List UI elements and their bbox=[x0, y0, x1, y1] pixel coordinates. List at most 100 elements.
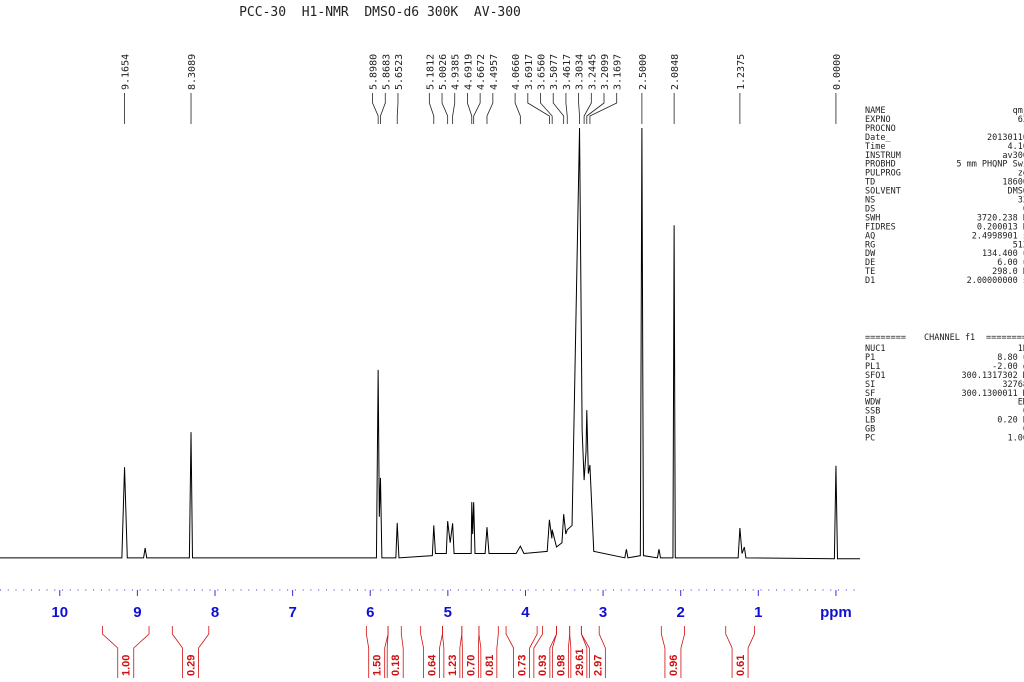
param-value: 0 bbox=[1023, 425, 1024, 435]
x-tick-label: 3 bbox=[599, 604, 607, 621]
integral-label: 0.29 bbox=[186, 655, 198, 676]
param-name: RG bbox=[865, 240, 875, 250]
peak-label: 3.5077 bbox=[549, 54, 560, 90]
param-value: 1 bbox=[1023, 124, 1024, 134]
param-name: D1 bbox=[865, 276, 875, 286]
param-name: NAME bbox=[865, 106, 885, 116]
peak-leader bbox=[441, 93, 449, 124]
x-tick-label: 5 bbox=[444, 604, 452, 621]
peak-leader bbox=[473, 93, 481, 124]
peak-leader bbox=[583, 93, 592, 124]
peak-label: 3.1697 bbox=[613, 54, 624, 90]
param-name: NS bbox=[865, 196, 875, 206]
peak-label: 4.6919 bbox=[463, 54, 474, 90]
integral-label: 0.93 bbox=[537, 655, 549, 676]
param-name: GB bbox=[865, 425, 875, 435]
peak-leader bbox=[467, 93, 473, 124]
param-value: 8.80 u bbox=[997, 353, 1024, 363]
integral-label: 0.96 bbox=[668, 655, 680, 676]
param-name: PROBHD bbox=[865, 160, 896, 170]
integral-label: 0.64 bbox=[427, 654, 439, 676]
integral-bracket bbox=[386, 626, 404, 678]
param-name: WDW bbox=[865, 398, 881, 408]
param-name: PL1 bbox=[865, 362, 880, 372]
param-name: DE bbox=[865, 258, 875, 268]
peak-leader bbox=[565, 93, 568, 124]
param-value: 0 bbox=[1023, 204, 1024, 214]
param-value: 1.00 bbox=[1008, 434, 1024, 444]
peak-leader bbox=[452, 93, 456, 124]
integral-label: 29.61 bbox=[574, 648, 586, 676]
param-name: INSTRUM bbox=[865, 151, 901, 161]
x-tick-label: 4 bbox=[521, 604, 530, 621]
peak-label: 4.9385 bbox=[451, 54, 462, 90]
peak-leader bbox=[372, 93, 379, 124]
integral-bracket bbox=[171, 626, 210, 678]
peak-label: 4.6672 bbox=[476, 54, 487, 90]
param-value: 6.00 u bbox=[997, 258, 1024, 268]
param-value: 2.4998901 s bbox=[972, 231, 1024, 241]
param-value: 300.1317302 M bbox=[961, 371, 1024, 381]
param-value: 0 bbox=[1023, 407, 1024, 417]
param-name: SFO1 bbox=[865, 371, 885, 381]
x-tick-label: ppm bbox=[820, 604, 852, 621]
param-name: TD bbox=[865, 178, 875, 188]
peak-leader bbox=[552, 93, 565, 124]
param-name: NUC1 bbox=[865, 344, 885, 354]
param-name: SWH bbox=[865, 213, 880, 223]
param-name: FIDRES bbox=[865, 222, 896, 232]
param-value: zg bbox=[1018, 169, 1024, 179]
peak-leader bbox=[578, 93, 580, 124]
peak-leader bbox=[380, 93, 386, 124]
param-name: SI bbox=[865, 380, 875, 390]
peak-label: 3.2099 bbox=[600, 54, 611, 90]
param-name: Time bbox=[865, 142, 885, 152]
integral-label: 0.98 bbox=[555, 655, 567, 676]
peak-label: 0.0000 bbox=[832, 54, 843, 90]
integral-label: 1.23 bbox=[447, 655, 459, 676]
param-value: 5 mm PHQNP Swi bbox=[956, 160, 1024, 170]
param-value: 0.200013 H bbox=[977, 222, 1024, 232]
integral-label: 1.50 bbox=[372, 655, 384, 676]
integral-label: 0.73 bbox=[517, 655, 529, 676]
integral-bracket bbox=[505, 626, 538, 678]
peak-leader bbox=[586, 93, 605, 124]
param-name: EXPNO bbox=[865, 115, 891, 125]
x-tick-label: 6 bbox=[366, 604, 374, 621]
integral-label: 0.70 bbox=[465, 655, 477, 676]
peak-label: 5.6523 bbox=[394, 54, 405, 90]
param-value: 298.0 K bbox=[992, 267, 1024, 277]
param-value: DMSO bbox=[1008, 187, 1024, 197]
integral-label: 1.00 bbox=[121, 655, 133, 676]
x-tick-label: 10 bbox=[51, 604, 68, 621]
param-value: 512 bbox=[1013, 240, 1024, 250]
peak-leader bbox=[540, 93, 553, 124]
integral-bracket bbox=[580, 626, 606, 678]
x-tick-label: 2 bbox=[677, 604, 685, 621]
param-name: SOLVENT bbox=[865, 187, 901, 197]
x-tick-label: 1 bbox=[754, 604, 762, 621]
peak-leader bbox=[527, 93, 550, 124]
param-name: TE bbox=[865, 267, 875, 277]
param-value: 63 bbox=[1018, 115, 1024, 125]
integral-bracket bbox=[102, 626, 150, 678]
integral-label: 0.81 bbox=[484, 655, 496, 676]
param-value: 2.00000000 s bbox=[967, 276, 1024, 286]
peak-label: 5.1812 bbox=[425, 54, 436, 90]
integral-bracket bbox=[725, 626, 755, 678]
integral-bracket bbox=[660, 626, 685, 678]
peak-label: 1.2375 bbox=[736, 54, 747, 90]
channel-rule: ======== bbox=[986, 333, 1024, 343]
param-value: 300.1300011 M bbox=[961, 389, 1024, 399]
param-name: LB bbox=[865, 416, 875, 426]
peak-leader bbox=[486, 93, 494, 124]
peak-label: 3.3034 bbox=[575, 54, 586, 90]
param-value: 3720.238 H bbox=[977, 213, 1024, 223]
peak-label: 3.6917 bbox=[524, 54, 535, 90]
spectrum-line bbox=[0, 128, 860, 560]
param-value: 20130110 bbox=[987, 133, 1024, 143]
peak-label: 4.4957 bbox=[489, 54, 500, 90]
param-name: SF bbox=[865, 389, 875, 399]
param-name: Date_ bbox=[865, 133, 891, 143]
chart-title: PCC-30 H1-NMR DMSO-d6 300K AV-300 bbox=[239, 5, 521, 20]
